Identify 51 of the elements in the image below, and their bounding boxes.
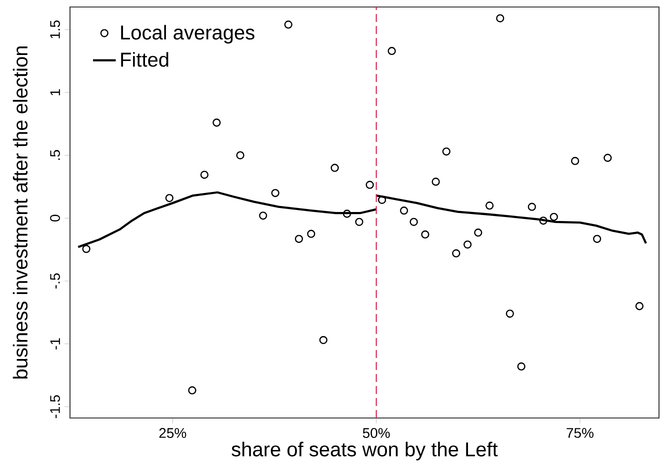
point bbox=[294, 234, 303, 243]
line-series bbox=[375, 194, 648, 244]
point bbox=[550, 212, 558, 221]
point bbox=[452, 249, 460, 258]
point bbox=[188, 386, 196, 394]
point bbox=[593, 234, 602, 243]
point bbox=[212, 118, 221, 127]
point bbox=[366, 180, 374, 189]
x-tick-label: 25% bbox=[159, 428, 186, 438]
point bbox=[271, 188, 280, 198]
point bbox=[259, 212, 268, 220]
y-tick-label: 1.5 bbox=[50, 20, 60, 38]
legend-label: Fitted bbox=[121, 52, 168, 67]
point bbox=[474, 228, 482, 237]
y-tick-label: -1 bbox=[50, 338, 60, 350]
point bbox=[421, 230, 430, 239]
point bbox=[410, 218, 418, 226]
point bbox=[571, 156, 580, 166]
y-tick-label: 0 bbox=[50, 214, 60, 222]
point bbox=[539, 216, 548, 225]
point bbox=[442, 147, 450, 156]
point bbox=[496, 14, 504, 22]
point bbox=[236, 151, 244, 160]
point bbox=[604, 154, 612, 162]
x-tick-label: 50% bbox=[362, 428, 390, 438]
point bbox=[200, 170, 208, 179]
point bbox=[506, 310, 514, 318]
y-tick-label: .5 bbox=[50, 150, 60, 160]
point bbox=[528, 202, 536, 211]
point bbox=[307, 230, 316, 238]
x-axis-title: share of seats won by the Left bbox=[232, 442, 498, 460]
point bbox=[463, 240, 472, 249]
y-tick-label: 1 bbox=[50, 89, 60, 96]
point bbox=[635, 302, 644, 310]
y-axis-title: business investment after the election bbox=[12, 46, 28, 379]
point bbox=[165, 194, 174, 202]
legend-label: Local averages bbox=[121, 24, 254, 44]
x-tick-label: 75% bbox=[566, 428, 594, 438]
point bbox=[284, 20, 292, 29]
point bbox=[485, 202, 494, 210]
y-tick-label: -1.5 bbox=[50, 395, 60, 418]
point bbox=[82, 244, 90, 254]
point bbox=[388, 46, 396, 56]
point bbox=[319, 336, 328, 344]
point bbox=[432, 178, 440, 186]
point bbox=[517, 362, 526, 371]
y-tick-label: -.5 bbox=[50, 273, 60, 289]
point bbox=[400, 206, 408, 215]
point bbox=[355, 218, 364, 226]
point bbox=[330, 164, 339, 172]
point bbox=[342, 210, 352, 218]
